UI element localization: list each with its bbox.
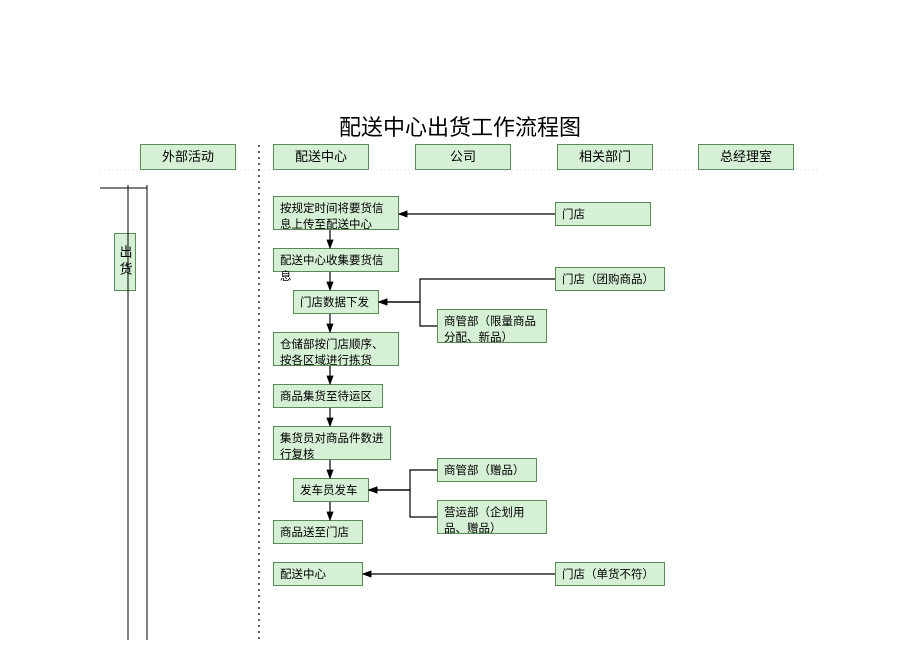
flow-node-n2: 配送中心收集要货信息 — [273, 248, 399, 272]
flow-node-r6: 门店（单货不符） — [555, 562, 665, 586]
lane-header-dist: 配送中心 — [273, 144, 369, 170]
flow-node-n8: 商品送至门店 — [273, 520, 363, 544]
flow-node-n5: 商品集货至待运区 — [273, 384, 383, 408]
chart-title: 配送中心出货工作流程图 — [0, 110, 920, 142]
flow-node-r5: 营运部（企划用品、赠品） — [437, 500, 547, 534]
flow-node-r1: 门店 — [555, 202, 651, 226]
flow-node-r3: 商管部（限量商品分配、新品） — [437, 309, 547, 343]
flow-node-n9: 配送中心 — [273, 562, 363, 586]
flow-node-r2: 门店（团购商品） — [555, 267, 665, 291]
flow-node-r4: 商管部（赠品） — [437, 458, 537, 482]
lane-header-gm: 总经理室 — [698, 144, 794, 170]
phase-box: 出货 — [114, 233, 136, 291]
flow-node-n6: 集货员对商品件数进行复核 — [273, 426, 391, 460]
lane-header-dept: 相关部门 — [557, 144, 653, 170]
flow-node-n4: 仓储部按门店顺序、按各区域进行拣货 — [273, 332, 399, 366]
flow-node-n7: 发车员发车 — [293, 478, 369, 502]
lane-header-company: 公司 — [415, 144, 511, 170]
lane-header-external: 外部活动 — [140, 144, 236, 170]
flow-node-n3: 门店数据下发 — [293, 290, 379, 314]
flow-node-n1: 按规定时间将要货信息上传至配送中心 — [273, 196, 399, 230]
